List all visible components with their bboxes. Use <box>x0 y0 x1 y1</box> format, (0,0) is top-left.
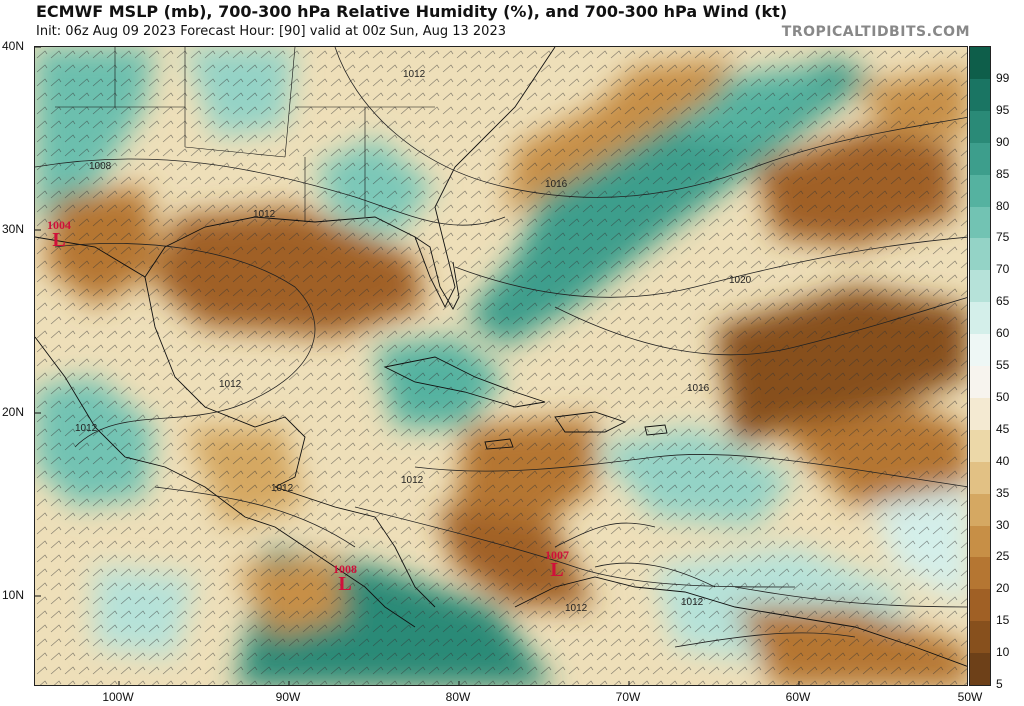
colorbar-label: 5 <box>996 677 1003 691</box>
colorbar-label: 50 <box>996 389 1010 404</box>
colorbar-segment <box>970 653 990 686</box>
lat-label: 30N <box>2 222 25 236</box>
lon-label: 60W <box>785 690 811 704</box>
low-pressure-marker: 1004 L <box>39 218 79 251</box>
colorbar-segment <box>970 525 990 558</box>
map-field <box>35 47 967 685</box>
colorbar-segment <box>970 142 990 176</box>
colorbar-label: 15 <box>996 613 1010 628</box>
wind-barbs <box>35 47 967 685</box>
colorbar-segment <box>970 174 990 207</box>
lat-label: 10N <box>2 588 25 602</box>
humidity-colorbar <box>969 46 991 686</box>
colorbar-segment <box>970 366 990 399</box>
lon-label: 80W <box>445 690 471 704</box>
isobar-label: 1012 <box>403 69 426 80</box>
lat-label: 20N <box>2 405 25 419</box>
lon-label: 100W <box>102 690 134 704</box>
colorbar-label: 20 <box>996 581 1010 596</box>
colorbar-segment <box>970 270 990 303</box>
isobar-label: 1012 <box>75 423 98 434</box>
colorbar-label: 25 <box>996 549 1010 564</box>
low-symbol: L <box>550 559 564 581</box>
lon-label: 50W <box>957 690 983 704</box>
colorbar-label: 80 <box>996 198 1010 213</box>
lat-label: 40N <box>2 39 25 53</box>
colorbar-segment <box>970 589 990 622</box>
low-pressure-marker: 1008 L <box>325 562 365 595</box>
isobar-label: 1012 <box>253 209 276 220</box>
colorbar-label: 60 <box>996 326 1010 341</box>
coastlines <box>35 47 967 667</box>
colorbar-segment <box>970 621 990 654</box>
colorbar-segment <box>970 493 990 526</box>
colorbar-segment <box>970 461 990 495</box>
isobar-label: 1012 <box>681 597 704 608</box>
isobar-label: 1016 <box>687 383 710 394</box>
isobar-label: 1020 <box>729 275 752 286</box>
colorbar-segment <box>970 47 990 80</box>
low-pressure-value: 1004 <box>47 218 71 232</box>
colorbar-segment <box>970 557 990 590</box>
isobar-label: 1012 <box>219 379 242 390</box>
low-symbol: L <box>338 573 352 595</box>
map-title: ECMWF MSLP (mb), 700-300 hPa Relative Hu… <box>36 2 788 21</box>
colorbar-label: 65 <box>996 294 1010 309</box>
colorbar-label: 99 <box>996 70 1010 85</box>
colorbar-segment <box>970 334 990 367</box>
colorbar-label: 95 <box>996 102 1010 117</box>
low-symbol: L <box>52 229 66 251</box>
isobar-label: 1012 <box>401 475 424 486</box>
low-pressure-value: 1007 <box>545 548 569 562</box>
colorbar-label: 85 <box>996 166 1010 181</box>
colorbar-segment <box>970 238 990 271</box>
colorbar-segment <box>970 110 990 144</box>
low-pressure-value: 1008 <box>333 562 357 576</box>
isobar-label: 1012 <box>271 483 294 494</box>
colorbar-segment <box>970 302 990 335</box>
colorbar-label: 55 <box>996 358 1010 372</box>
colorbar-segment <box>970 206 990 239</box>
colorbar-label: 40 <box>996 453 1010 468</box>
map-subtitle: Init: 06z Aug 09 2023 Forecast Hour: [90… <box>36 24 506 39</box>
colorbar-label: 35 <box>996 485 1010 500</box>
isobar-label: 1012 <box>565 603 588 614</box>
colorbar-label: 10 <box>996 645 1010 660</box>
isobar-label: 1016 <box>545 179 568 190</box>
source-credit: TROPICALTIDBITS.COM <box>781 24 970 40</box>
colorbar-segment <box>970 429 990 463</box>
colorbar-label: 70 <box>996 262 1010 277</box>
isobars <box>35 47 967 648</box>
weather-map: 1012 1008 1012 1016 1012 1020 1016 1012 … <box>34 46 968 686</box>
colorbar-segment <box>970 397 990 431</box>
low-pressure-marker: 1007 L <box>537 548 577 581</box>
colorbar-label: 30 <box>996 517 1010 532</box>
colorbar-label: 45 <box>996 421 1010 436</box>
lon-label: 90W <box>275 690 301 704</box>
colorbar-segment <box>970 78 990 112</box>
axis-ticks <box>35 47 800 685</box>
colorbar-label: 90 <box>996 134 1010 149</box>
colorbar-label: 75 <box>996 230 1010 245</box>
isobar-label: 1008 <box>89 161 112 172</box>
lon-label: 70W <box>615 690 641 704</box>
